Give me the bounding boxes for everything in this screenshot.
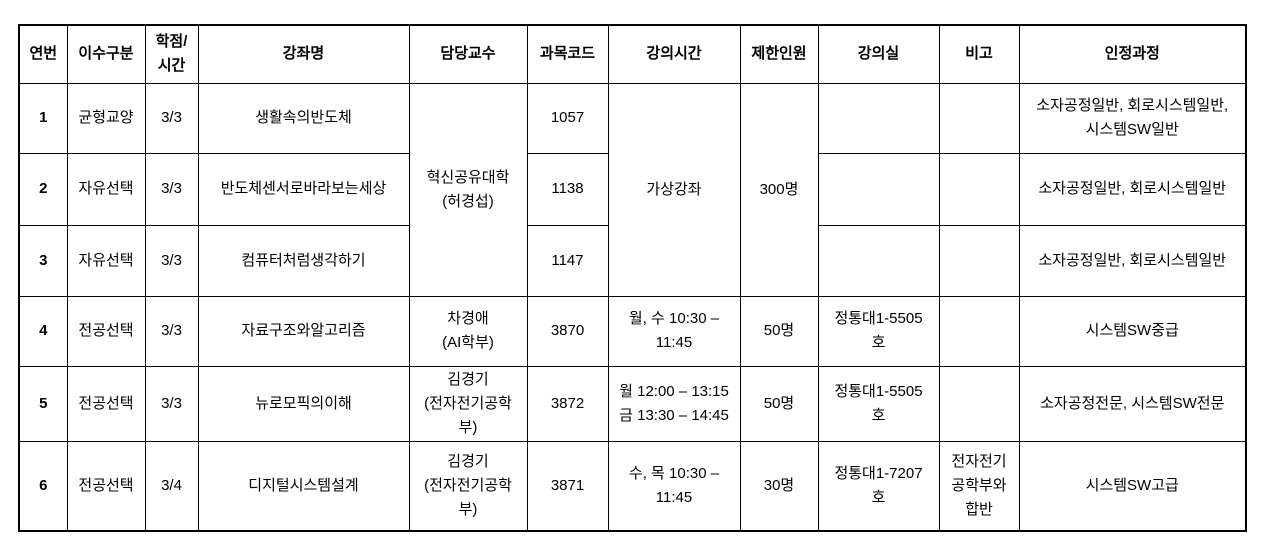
cell-limit-merged: 300명 <box>739 82 819 297</box>
cell-room: 정통대1-5505 호 <box>817 365 940 442</box>
header-limit: 제한인원 <box>739 24 819 84</box>
table-row: 5 전공선택 3/3 뉴로모픽의이해 김경기 (전자전기공학 부) 3872 월… <box>18 365 1247 442</box>
cell-note <box>938 82 1020 154</box>
header-room: 강의실 <box>817 24 940 84</box>
cell-category: 자유선택 <box>66 224 146 297</box>
table-header: 연번 이수구분 학점/ 시간 강좌명 담당교수 과목코드 강의시간 제한인원 강… <box>18 24 1247 84</box>
header-note: 비고 <box>938 24 1020 84</box>
cell-category: 전공선택 <box>66 440 146 532</box>
cell-course-code: 3870 <box>526 295 609 367</box>
cell-note: 전자전기 공학부와 합반 <box>938 440 1020 532</box>
cell-note <box>938 224 1020 297</box>
course-list-table: 연번 이수구분 학점/ 시간 강좌명 담당교수 과목코드 강의시간 제한인원 강… <box>18 24 1247 532</box>
cell-limit: 50명 <box>739 365 819 442</box>
cell-professor: 김경기 (전자전기공학 부) <box>408 365 528 442</box>
cell-recognized-course: 소자공정전문, 시스템SW전문 <box>1018 365 1247 442</box>
cell-lecture-time: 월, 수 10:30 – 11:45 <box>607 295 741 367</box>
cell-recognized-course: 시스템SW중급 <box>1018 295 1247 367</box>
table-row: 1 균형교양 3/3 생활속의반도체 혁신공유대학 (허경섭) 1057 가상강… <box>18 82 1247 297</box>
cell-credit-hours: 3/3 <box>144 152 199 226</box>
cell-lecture-time: 월 12:00 – 13:15 금 13:30 – 14:45 <box>607 365 741 442</box>
table-row: 6 전공선택 3/4 디지털시스템설계 김경기 (전자전기공학 부) 3871 … <box>18 440 1247 532</box>
cell-credit-hours: 3/3 <box>144 365 199 442</box>
cell-limit: 30명 <box>739 440 819 532</box>
header-category: 이수구분 <box>66 24 146 84</box>
cell-no: 5 <box>18 365 68 442</box>
cell-lecture-time-merged: 가상강좌 <box>607 82 741 297</box>
cell-credit-hours: 3/4 <box>144 440 199 532</box>
cell-no: 6 <box>18 440 68 532</box>
header-recognized-course: 인정과정 <box>1018 24 1247 84</box>
cell-room <box>817 82 940 154</box>
cell-category: 자유선택 <box>66 152 146 226</box>
cell-professor-merged: 혁신공유대학 (허경섭) <box>408 82 528 297</box>
cell-room <box>817 152 940 226</box>
cell-recognized-course: 소자공정일반, 회로시스템일반, 시스템SW일반 <box>1018 82 1247 154</box>
header-credit-hours: 학점/ 시간 <box>144 24 199 84</box>
cell-lecture-time: 수, 목 10:30 – 11:45 <box>607 440 741 532</box>
cell-course-code: 1057 <box>526 82 609 154</box>
table-row: 4 전공선택 3/3 자료구조와알고리즘 차경애 (AI학부) 3870 월, … <box>18 295 1247 367</box>
cell-professor: 차경애 (AI학부) <box>408 295 528 367</box>
cell-course-name: 디지털시스템설계 <box>197 440 410 532</box>
header-lecture-time: 강의시간 <box>607 24 741 84</box>
cell-course-name: 반도체센서로바라보는세상 <box>197 152 410 226</box>
cell-credit-hours: 3/3 <box>144 82 199 154</box>
cell-limit: 50명 <box>739 295 819 367</box>
cell-no: 1 <box>18 82 68 154</box>
cell-room <box>817 224 940 297</box>
cell-recognized-course: 소자공정일반, 회로시스템일반 <box>1018 152 1247 226</box>
cell-credit-hours: 3/3 <box>144 295 199 367</box>
header-course-code: 과목코드 <box>526 24 609 84</box>
header-row: 연번 이수구분 학점/ 시간 강좌명 담당교수 과목코드 강의시간 제한인원 강… <box>18 24 1247 84</box>
header-professor: 담당교수 <box>408 24 528 84</box>
cell-course-name: 컴퓨터처럼생각하기 <box>197 224 410 297</box>
cell-no: 3 <box>18 224 68 297</box>
header-no: 연번 <box>18 24 68 84</box>
header-course-name: 강좌명 <box>197 24 410 84</box>
cell-category: 균형교양 <box>66 82 146 154</box>
cell-course-name: 생활속의반도체 <box>197 82 410 154</box>
cell-course-name: 뉴로모픽의이해 <box>197 365 410 442</box>
cell-no: 4 <box>18 295 68 367</box>
cell-no: 2 <box>18 152 68 226</box>
cell-category: 전공선택 <box>66 365 146 442</box>
cell-course-name: 자료구조와알고리즘 <box>197 295 410 367</box>
cell-note <box>938 365 1020 442</box>
cell-professor: 김경기 (전자전기공학 부) <box>408 440 528 532</box>
cell-course-code: 3872 <box>526 365 609 442</box>
cell-category: 전공선택 <box>66 295 146 367</box>
cell-course-code: 1147 <box>526 224 609 297</box>
cell-recognized-course: 소자공정일반, 회로시스템일반 <box>1018 224 1247 297</box>
cell-room: 정통대1-7207 호 <box>817 440 940 532</box>
cell-recognized-course: 시스템SW고급 <box>1018 440 1247 532</box>
cell-course-code: 3871 <box>526 440 609 532</box>
cell-note <box>938 152 1020 226</box>
cell-credit-hours: 3/3 <box>144 224 199 297</box>
cell-room: 정통대1-5505 호 <box>817 295 940 367</box>
cell-note <box>938 295 1020 367</box>
cell-course-code: 1138 <box>526 152 609 226</box>
table-row: 2 자유선택 3/3 반도체센서로바라보는세상 1138 소자공정일반, 회로시… <box>18 152 1247 226</box>
